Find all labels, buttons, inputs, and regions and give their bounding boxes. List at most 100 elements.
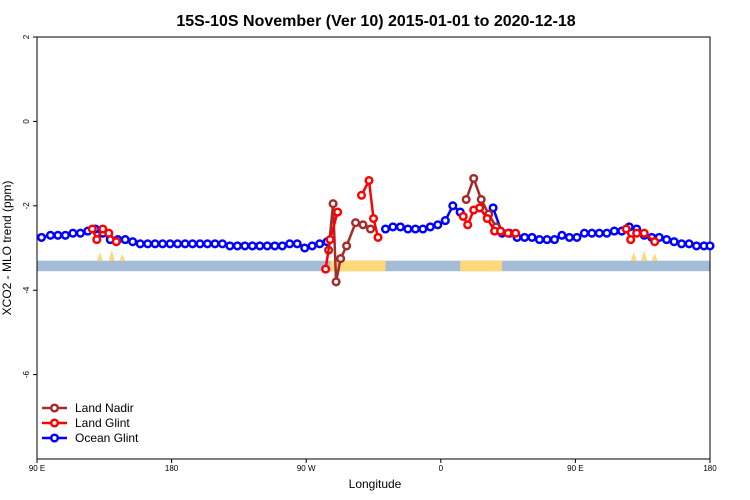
land-band-bump: [651, 253, 658, 261]
chart-title: 15S-10S November (Ver 10) 2015-01-01 to …: [176, 13, 575, 30]
land-nadir-point: [328, 199, 338, 209]
ocean-glint-point: [173, 239, 183, 249]
land-nadir-point: [365, 224, 376, 234]
land-nadir-point: [469, 173, 479, 183]
ocean-glint-point: [410, 224, 420, 234]
x-axis-label: Longitude: [349, 477, 402, 491]
land-glint-point: [458, 211, 468, 221]
land-glint-point: [482, 213, 492, 224]
ocean-glint-point: [128, 237, 138, 247]
land-glint-point: [463, 220, 473, 230]
land-nadir-point: [358, 220, 368, 230]
ocean-glint-point: [202, 239, 213, 249]
ocean-glint-point: [549, 235, 560, 245]
land-glint-point: [321, 264, 331, 274]
land-glint-point: [325, 235, 335, 245]
land-nadir-point: [342, 241, 352, 251]
land-glint-point: [364, 175, 374, 186]
land-band-bump: [96, 252, 103, 261]
ocean-glint-point: [247, 241, 257, 251]
ocean-glint-point: [60, 230, 70, 240]
legend-item: Land Nadir: [42, 401, 134, 415]
land-band-segment: [330, 260, 386, 272]
ocean-glint-point: [187, 239, 198, 249]
ocean-glint-point: [143, 239, 153, 249]
legend-label: Ocean Glint: [75, 431, 139, 445]
x-tick-label: 90 E: [29, 464, 45, 473]
y-axis: 2 0 -2 -4 -6: [22, 34, 37, 378]
x-tick-label: 90 W: [297, 464, 316, 473]
land-glint-point: [333, 207, 343, 217]
land-glint-point: [98, 224, 108, 234]
series-ocean-glint: [36, 201, 715, 253]
y-tick-label: -6: [22, 370, 31, 378]
ocean-glint-point: [677, 239, 687, 249]
ocean-glint-point: [542, 235, 552, 245]
land-glint-point: [475, 203, 485, 213]
land-glint-point: [496, 226, 506, 236]
x-tick-label: 90 E: [567, 464, 583, 473]
legend-marker: [49, 418, 60, 428]
ocean-glint-point: [165, 239, 175, 249]
land-band-bump: [119, 254, 126, 261]
land-nadir-point: [461, 194, 471, 205]
ocean-glint-point: [225, 241, 235, 251]
land-nadir-point: [336, 254, 346, 264]
series-layer: [36, 173, 715, 287]
ocean-glint-point: [285, 239, 295, 249]
legend-marker: [49, 403, 60, 413]
land-nadir-point: [331, 277, 341, 287]
ocean-glint-point: [433, 220, 443, 230]
ocean-glint-point: [403, 224, 413, 234]
land-glint-point: [650, 237, 660, 247]
land-band-bump: [108, 250, 115, 261]
ocean-glint-point: [120, 235, 130, 245]
land-glint-point: [87, 224, 97, 234]
ocean-glint-point: [210, 239, 220, 249]
ocean-glint-point: [292, 239, 302, 249]
x-tick-label: 180: [165, 464, 179, 473]
land-glint-point: [104, 228, 114, 238]
x-tick-label: 180: [703, 464, 717, 473]
ocean-glint-point: [425, 222, 435, 232]
ocean-glint-point: [448, 201, 458, 211]
land-nadir-point: [351, 218, 361, 228]
ocean-glint-point: [135, 239, 145, 249]
ocean-glint-point: [53, 230, 63, 240]
ocean-glint-point: [380, 224, 391, 234]
land-glint-point: [368, 213, 379, 224]
land-glint-point: [373, 232, 383, 242]
ocean-glint-point: [684, 239, 694, 249]
ocean-glint-point: [579, 228, 589, 238]
ocean-glint-point: [36, 232, 47, 242]
ocean-glint-point: [75, 228, 85, 238]
ocean-glint-point: [388, 222, 398, 232]
ocean-glint-point: [270, 241, 280, 251]
y-tick-label: 0: [22, 119, 31, 124]
land-band-bump: [630, 252, 637, 261]
ocean-glint-point: [315, 239, 325, 249]
ocean-glint-point: [158, 239, 168, 249]
land-band-segment: [460, 260, 503, 272]
legend-item: Land Glint: [42, 416, 130, 430]
y-tick-label: -2: [22, 202, 31, 210]
ocean-glint-point: [594, 228, 604, 238]
ocean-glint-point: [520, 232, 530, 242]
ocean-glint-point: [307, 241, 317, 251]
ocean-glint-point: [534, 235, 545, 245]
ocean-glint-point: [68, 228, 78, 238]
ocean-glint-point: [217, 239, 227, 249]
legend-label: Land Nadir: [75, 401, 134, 415]
ocean-glint-point: [255, 241, 265, 251]
ocean-glint-point: [557, 230, 567, 240]
ocean-glint-point: [488, 203, 498, 213]
ocean-glint-point: [587, 228, 597, 238]
ocean-glint-point: [395, 222, 405, 232]
land-glint-point: [626, 235, 636, 245]
surface-band: [37, 250, 710, 272]
plot-frame: [36, 36, 711, 460]
ocean-glint-point: [277, 241, 287, 251]
ocean-glint-point: [262, 241, 272, 251]
